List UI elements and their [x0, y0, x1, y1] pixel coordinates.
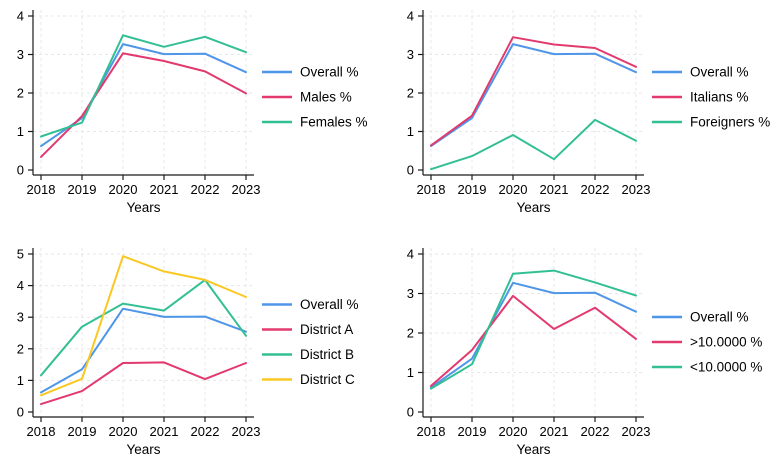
legend-item: Females %: [262, 115, 368, 130]
legend-label: District A: [300, 322, 353, 337]
legend-item: Foreigners %: [652, 115, 770, 130]
legend-label: Males %: [300, 90, 352, 105]
x-tick-label: 2018: [27, 182, 56, 197]
x-tick-label: 2022: [191, 424, 220, 439]
x-tick-label: 2019: [68, 182, 97, 197]
legend-label: >10.0000 %: [690, 335, 762, 350]
legend-item: District C: [262, 372, 355, 387]
legend-label: Overall %: [690, 65, 749, 80]
y-tick-label: 4: [407, 9, 414, 24]
chart-svg: 0 1 2 3 4 2018 2019 2020 2021 2022 2023 Years Overal…: [407, 247, 763, 458]
series-line-10-0000: [430, 269, 637, 390]
y-tick-label: 1: [407, 365, 414, 380]
x-tick-label: 2018: [417, 182, 446, 197]
y-tick-label: 2: [17, 341, 24, 356]
x-tick-label: 2022: [191, 182, 220, 197]
x-tick-label: 2018: [27, 424, 56, 439]
x-tick-label: 2022: [581, 182, 610, 197]
chart-panel-nationality: 0 1 2 3 4 2018 2019 2020 2021 2022 2023 Years Overal…: [390, 0, 779, 232]
x-tick-label: 2023: [622, 424, 651, 439]
y-tick-label: 1: [17, 373, 24, 388]
legend-item: Italians %: [652, 90, 749, 105]
y-tick-label: 3: [17, 310, 24, 325]
x-tick-label: 2022: [581, 424, 610, 439]
series-line-district-c: [40, 255, 247, 397]
y-tick-label: 4: [407, 247, 414, 262]
legend-label: <10.0000 %: [690, 360, 762, 375]
x-tick-label: 2020: [109, 424, 138, 439]
legend-item: <10.0000 %: [652, 360, 762, 375]
x-tick-label: 2020: [109, 182, 138, 197]
chart-panel-threshold: 0 1 2 3 4 2018 2019 2020 2021 2022 2023 Years Overal…: [390, 232, 779, 465]
legend-label: District B: [300, 347, 354, 362]
legend-label: Overall %: [300, 297, 359, 312]
chart-panel-district: 0 1 2 3 4 5 2018 2019 2020 2021 2022 2023 Years Overa…: [0, 232, 389, 465]
legend-label: Foreigners %: [690, 115, 770, 130]
y-tick-label: 2: [407, 86, 414, 101]
legend-label: Italians %: [690, 90, 749, 105]
y-tick-label: 2: [407, 326, 414, 341]
y-tick-label: 1: [407, 124, 414, 139]
x-tick-label: 2020: [499, 182, 528, 197]
y-tick-label: 0: [17, 163, 24, 178]
x-tick-label: 2023: [622, 182, 651, 197]
series-line-males: [40, 52, 247, 158]
legend-item: Overall %: [262, 65, 359, 80]
y-tick-label: 4: [17, 278, 24, 293]
series-line-district-b: [40, 278, 247, 377]
series-line-overall: [430, 281, 637, 389]
legend-item: District B: [262, 347, 354, 362]
x-axis-title: Years: [516, 442, 550, 457]
series-line-italians: [430, 36, 637, 147]
series-line-overall: [430, 43, 637, 148]
x-tick-label: 2021: [150, 424, 179, 439]
y-tick-label: 3: [407, 286, 414, 301]
legend-item: Overall %: [652, 65, 749, 80]
legend-label: Overall %: [690, 310, 749, 325]
series-line-district-a: [40, 361, 247, 406]
x-tick-label: 2020: [499, 424, 528, 439]
y-tick-label: 3: [407, 47, 414, 62]
x-tick-label: 2018: [417, 424, 446, 439]
chart-svg: 0 1 2 3 4 2018 2019 2020 2021 2022 2023 Years Overal…: [17, 9, 368, 216]
legend-item: Males %: [262, 90, 352, 105]
x-axis-title: Years: [126, 442, 160, 457]
y-tick-label: 5: [17, 247, 24, 262]
legend-item: Overall %: [652, 310, 749, 325]
legend-label: Females %: [300, 115, 368, 130]
series-line-females: [40, 34, 247, 138]
legend-label: District C: [300, 372, 355, 387]
x-axis-title: Years: [516, 200, 550, 215]
chart-svg: 0 1 2 3 4 5 2018 2019 2020 2021 2022 2023 Years Overa…: [17, 247, 359, 458]
chart-panel-gender: 0 1 2 3 4 2018 2019 2020 2021 2022 2023 Years Overal…: [0, 0, 389, 232]
x-tick-label: 2019: [458, 182, 487, 197]
legend-item: Overall %: [262, 297, 359, 312]
legend-label: Overall %: [300, 65, 359, 80]
x-tick-label: 2021: [150, 182, 179, 197]
y-tick-label: 3: [17, 47, 24, 62]
x-tick-label: 2019: [458, 424, 487, 439]
y-tick-label: 2: [17, 86, 24, 101]
x-axis-title: Years: [126, 200, 160, 215]
series-line-foreigners: [430, 118, 637, 171]
y-tick-label: 1: [17, 124, 24, 139]
x-tick-label: 2023: [232, 182, 261, 197]
series-line-overall: [40, 307, 247, 394]
y-tick-label: 0: [407, 163, 414, 178]
y-tick-label: 0: [407, 405, 414, 420]
x-tick-label: 2019: [68, 424, 97, 439]
legend-item: >10.0000 %: [652, 335, 762, 350]
legend-item: District A: [262, 322, 353, 337]
x-tick-label: 2021: [540, 182, 569, 197]
x-tick-label: 2021: [540, 424, 569, 439]
x-tick-label: 2023: [232, 424, 261, 439]
y-tick-label: 0: [17, 405, 24, 420]
y-tick-label: 4: [17, 9, 24, 24]
series-line-overall: [40, 43, 247, 148]
chart-svg: 0 1 2 3 4 2018 2019 2020 2021 2022 2023 Years Overal…: [407, 9, 771, 216]
series-line-10-0000: [430, 294, 637, 387]
